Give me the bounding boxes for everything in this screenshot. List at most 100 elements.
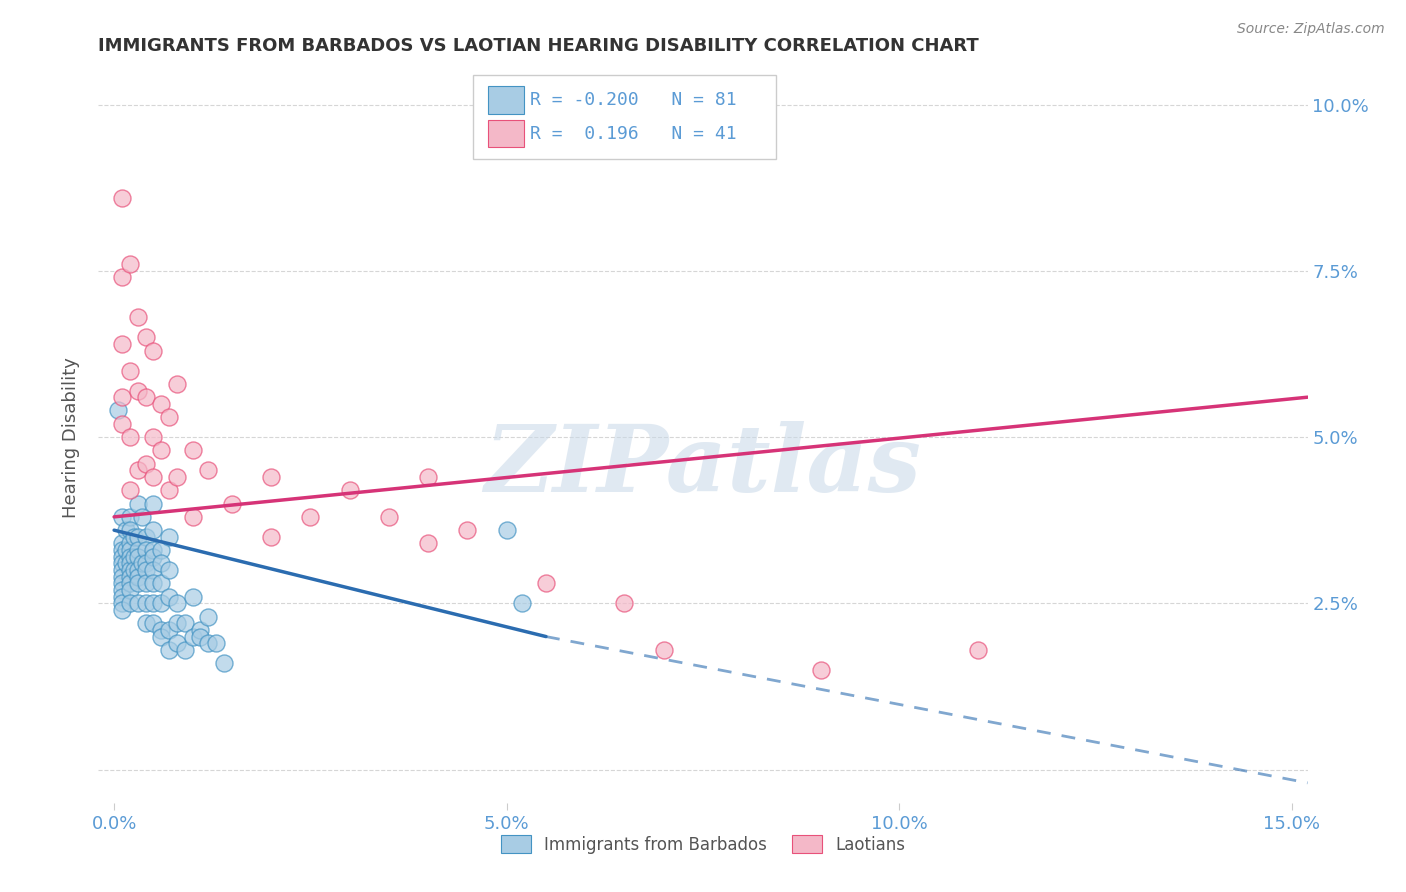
Point xyxy=(378,509,401,524)
Point xyxy=(111,270,134,285)
Point xyxy=(111,603,134,617)
Point xyxy=(418,536,440,550)
FancyBboxPatch shape xyxy=(488,86,524,114)
Point xyxy=(135,563,157,577)
Point xyxy=(111,557,134,571)
Point xyxy=(166,376,188,391)
Point xyxy=(260,530,283,544)
Point xyxy=(810,663,832,677)
Point xyxy=(190,623,212,637)
Point xyxy=(111,582,134,597)
Text: IMMIGRANTS FROM BARBADOS VS LAOTIAN HEARING DISABILITY CORRELATION CHART: IMMIGRANTS FROM BARBADOS VS LAOTIAN HEAR… xyxy=(98,37,979,54)
Point xyxy=(142,576,165,591)
Point xyxy=(150,630,173,644)
Point xyxy=(135,330,157,344)
Point xyxy=(111,576,134,591)
Point xyxy=(181,630,204,644)
Point xyxy=(135,530,157,544)
Point xyxy=(173,643,195,657)
Point xyxy=(115,543,138,558)
Point xyxy=(127,570,149,584)
Point xyxy=(127,563,149,577)
Point xyxy=(613,596,636,610)
Point xyxy=(118,582,141,597)
Point xyxy=(339,483,361,498)
Point xyxy=(111,536,134,550)
Point xyxy=(456,523,478,537)
Text: R =  0.196   N = 41: R = 0.196 N = 41 xyxy=(530,125,737,143)
Point xyxy=(118,543,141,558)
Point xyxy=(150,397,173,411)
Point xyxy=(118,509,141,524)
Point xyxy=(157,410,180,425)
Point xyxy=(111,563,134,577)
Point xyxy=(212,656,235,670)
Point xyxy=(150,596,173,610)
Point xyxy=(118,430,141,444)
Point xyxy=(118,536,141,550)
Point xyxy=(118,257,141,271)
Point xyxy=(260,470,283,484)
Point xyxy=(157,563,180,577)
Point xyxy=(135,457,157,471)
Point xyxy=(135,543,157,558)
Point xyxy=(118,596,141,610)
Point xyxy=(115,523,138,537)
Y-axis label: Hearing Disability: Hearing Disability xyxy=(62,357,80,517)
Point xyxy=(166,596,188,610)
Point xyxy=(127,549,149,564)
FancyBboxPatch shape xyxy=(488,120,524,147)
Point xyxy=(150,443,173,458)
Point xyxy=(205,636,228,650)
Point xyxy=(157,590,180,604)
Point xyxy=(118,576,141,591)
Point xyxy=(190,630,212,644)
Point xyxy=(118,563,141,577)
Point xyxy=(118,557,141,571)
Point xyxy=(111,337,134,351)
Point xyxy=(127,463,149,477)
Point xyxy=(135,557,157,571)
Point xyxy=(142,596,165,610)
Point xyxy=(127,576,149,591)
Point xyxy=(157,643,180,657)
Text: ZIPatlas: ZIPatlas xyxy=(485,421,921,511)
Point xyxy=(111,543,134,558)
Point xyxy=(495,523,517,537)
Point xyxy=(122,549,145,564)
Point xyxy=(299,509,322,524)
Point xyxy=(197,463,219,477)
Point xyxy=(127,530,149,544)
Point xyxy=(181,590,204,604)
Point xyxy=(142,616,165,631)
Point xyxy=(118,523,141,537)
Point xyxy=(197,636,219,650)
Point xyxy=(111,417,134,431)
Point xyxy=(122,530,145,544)
Point xyxy=(157,623,180,637)
Point xyxy=(197,609,219,624)
Point xyxy=(107,403,129,417)
Point xyxy=(652,643,675,657)
Point xyxy=(181,509,204,524)
Point xyxy=(142,497,165,511)
Point xyxy=(150,557,173,571)
Point xyxy=(111,570,134,584)
Point xyxy=(111,390,134,404)
Point xyxy=(122,563,145,577)
Point xyxy=(118,483,141,498)
Point xyxy=(142,343,165,358)
Point xyxy=(173,616,195,631)
Legend: Immigrants from Barbados, Laotians: Immigrants from Barbados, Laotians xyxy=(494,829,912,860)
Point xyxy=(150,623,173,637)
Text: Source: ZipAtlas.com: Source: ZipAtlas.com xyxy=(1237,22,1385,37)
Point xyxy=(142,430,165,444)
Point xyxy=(111,191,134,205)
Point xyxy=(142,470,165,484)
Point xyxy=(118,549,141,564)
Point xyxy=(142,549,165,564)
Point xyxy=(166,616,188,631)
Point xyxy=(150,543,173,558)
Point xyxy=(135,576,157,591)
Point xyxy=(111,549,134,564)
